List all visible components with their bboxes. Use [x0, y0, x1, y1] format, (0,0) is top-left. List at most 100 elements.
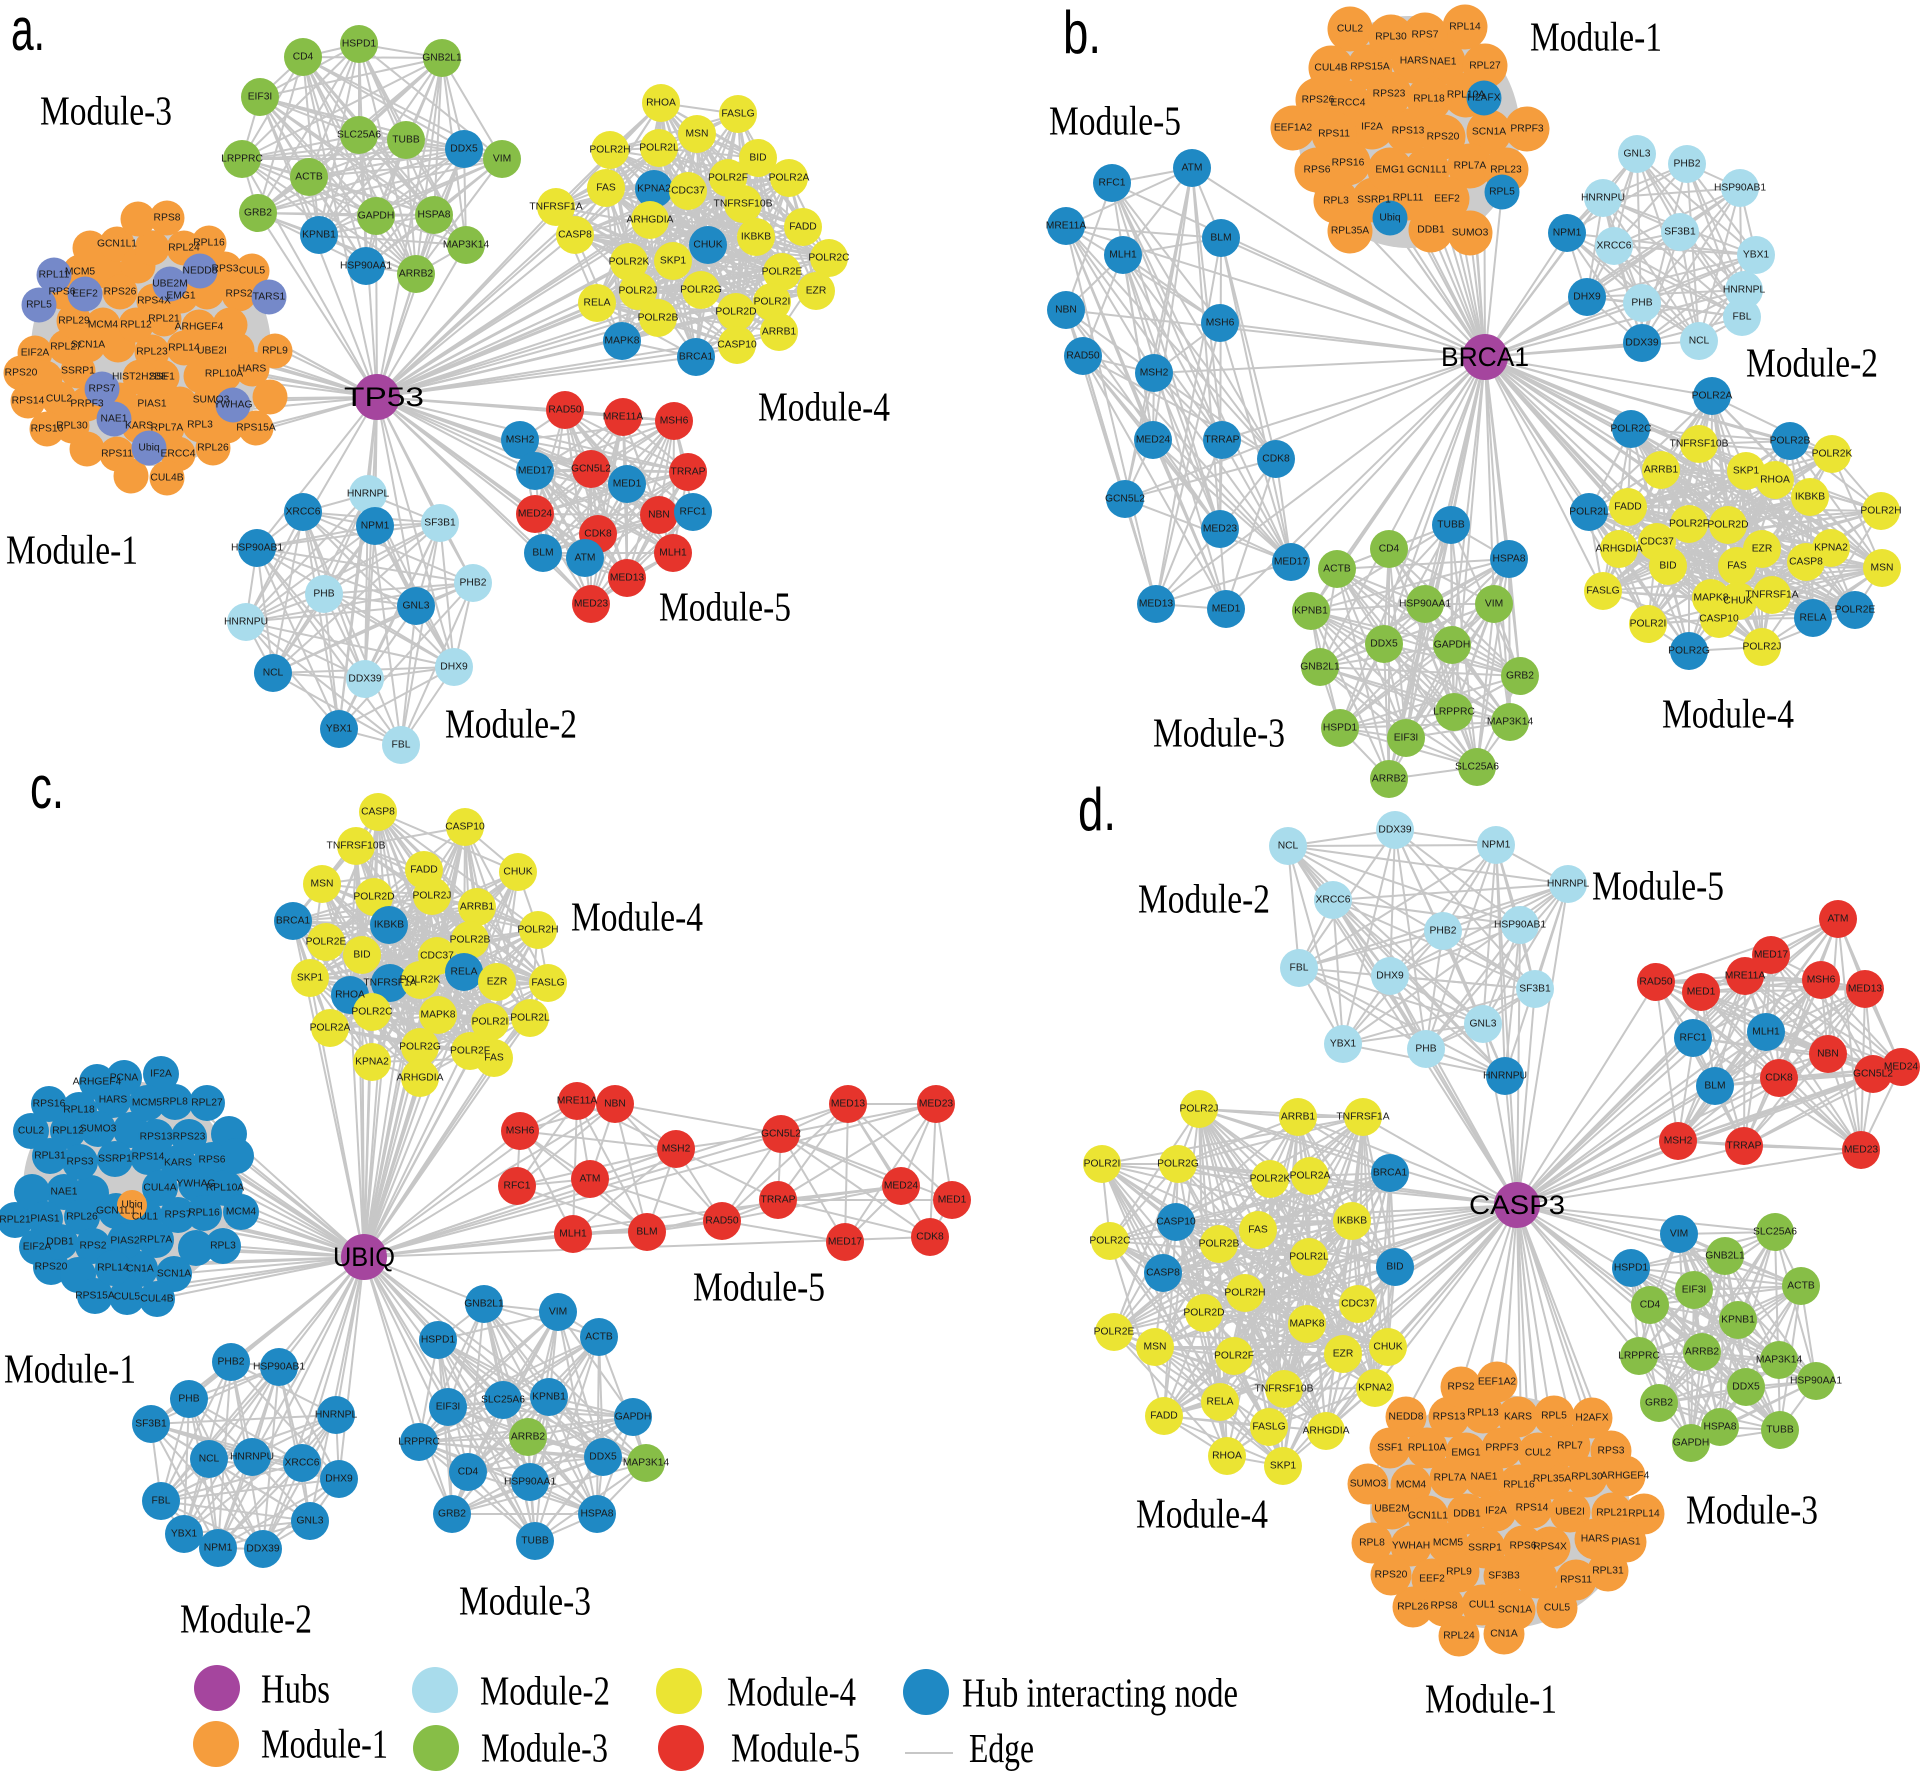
svg-text:EEF2: EEF2: [1419, 1574, 1445, 1585]
svg-text:POLR2J: POLR2J: [1180, 1104, 1219, 1115]
svg-text:HSP90AB1: HSP90AB1: [231, 543, 283, 554]
svg-text:Module-1: Module-1: [1530, 14, 1662, 60]
svg-text:POLR2K: POLR2K: [1812, 449, 1853, 460]
svg-text:Hubs: Hubs: [261, 1666, 330, 1712]
svg-text:GAPDH: GAPDH: [1673, 1438, 1710, 1449]
svg-text:SCN1A: SCN1A: [1498, 1605, 1532, 1616]
svg-text:RPS6: RPS6: [1304, 165, 1331, 176]
svg-text:SCN1A: SCN1A: [71, 340, 105, 351]
svg-text:Module-4: Module-4: [1136, 1491, 1268, 1537]
svg-text:RPS13: RPS13: [140, 1132, 173, 1143]
svg-text:POLR2L: POLR2L: [1289, 1252, 1329, 1263]
svg-text:KARS: KARS: [1504, 1412, 1532, 1423]
svg-text:MED17: MED17: [518, 466, 553, 477]
svg-text:HSPD1: HSPD1: [342, 39, 377, 50]
svg-text:POLR2I: POLR2I: [472, 1017, 509, 1028]
svg-text:Module-3: Module-3: [1153, 710, 1285, 756]
svg-text:SF3B1: SF3B1: [1664, 227, 1696, 238]
svg-text:RAD50: RAD50: [1066, 351, 1099, 362]
svg-text:CDK8: CDK8: [916, 1232, 944, 1243]
svg-text:POLR2A: POLR2A: [1692, 391, 1733, 402]
svg-text:POLR2D: POLR2D: [1707, 520, 1748, 531]
svg-text:HSPD1: HSPD1: [1614, 1263, 1649, 1274]
svg-text:RPS23: RPS23: [1373, 89, 1406, 100]
svg-text:RPS26: RPS26: [1302, 95, 1335, 106]
svg-text:RPL10A: RPL10A: [206, 1183, 244, 1194]
svg-text:RPL11: RPL11: [39, 270, 70, 281]
svg-text:YBX1: YBX1: [171, 1529, 198, 1540]
svg-text:CASP8: CASP8: [361, 807, 395, 818]
svg-text:CUL4A: CUL4A: [143, 1183, 176, 1194]
svg-text:HSP90AA1: HSP90AA1: [340, 261, 392, 272]
svg-text:UBIQ: UBIQ: [333, 1242, 395, 1272]
svg-text:SLC25A6: SLC25A6: [481, 1395, 525, 1406]
svg-text:SUMO3: SUMO3: [193, 395, 230, 406]
svg-text:POLR2L: POLR2L: [510, 1013, 550, 1024]
svg-text:KPNA2: KPNA2: [355, 1057, 389, 1068]
svg-text:POLR2C: POLR2C: [1610, 424, 1652, 435]
svg-text:b.: b.: [1063, 0, 1101, 66]
svg-text:RPL14: RPL14: [168, 343, 200, 354]
svg-text:FBL: FBL: [152, 1496, 171, 1507]
svg-text:RPS15A: RPS15A: [1350, 62, 1390, 73]
svg-text:TNFRSF10B: TNFRSF10B: [1255, 1384, 1314, 1395]
svg-text:ARRB1: ARRB1: [1644, 465, 1679, 476]
svg-text:MSH2: MSH2: [662, 1144, 691, 1155]
svg-text:CUL4B: CUL4B: [150, 473, 183, 484]
svg-text:BLM: BLM: [1704, 1081, 1725, 1092]
svg-text:GCN1L1: GCN1L1: [96, 1206, 136, 1217]
svg-text:HARS: HARS: [1581, 1534, 1610, 1545]
svg-text:POLR2G: POLR2G: [399, 1042, 441, 1053]
svg-text:RPL24: RPL24: [168, 243, 200, 254]
svg-text:RPL21: RPL21: [148, 314, 180, 325]
svg-text:d.: d.: [1078, 776, 1116, 843]
svg-text:CDK8: CDK8: [1262, 454, 1290, 465]
svg-text:KPNA2: KPNA2: [637, 184, 671, 195]
svg-text:TNFRSF1A: TNFRSF1A: [1336, 1112, 1389, 1123]
svg-text:RPL18: RPL18: [63, 1105, 95, 1116]
svg-text:Module-5: Module-5: [659, 584, 791, 630]
svg-text:CHUK: CHUK: [693, 240, 722, 251]
svg-text:RPL16: RPL16: [1503, 1480, 1535, 1491]
svg-text:TUBB: TUBB: [1437, 520, 1465, 531]
svg-text:UBE2I: UBE2I: [197, 346, 227, 357]
svg-text:TUBB: TUBB: [392, 135, 420, 146]
svg-text:CHUK: CHUK: [1373, 1342, 1402, 1353]
svg-text:PRPF3: PRPF3: [1510, 124, 1543, 135]
svg-text:GRB2: GRB2: [438, 1509, 466, 1520]
svg-text:FAS: FAS: [1248, 1225, 1268, 1236]
svg-text:HNRNPL: HNRNPL: [315, 1410, 358, 1421]
svg-text:c.: c.: [30, 754, 64, 821]
svg-text:DDX5: DDX5: [1732, 1382, 1760, 1393]
svg-text:EEF2: EEF2: [1434, 194, 1460, 205]
svg-text:IKBKB: IKBKB: [1795, 492, 1825, 503]
svg-text:RELA: RELA: [1800, 613, 1827, 624]
svg-text:RPL26: RPL26: [197, 443, 229, 454]
svg-text:TNFRSF10B: TNFRSF10B: [714, 199, 773, 210]
svg-text:NBN: NBN: [1817, 1049, 1839, 1060]
svg-text:ATM: ATM: [575, 553, 596, 564]
svg-text:POLR2J: POLR2J: [1743, 642, 1782, 653]
svg-text:YBX1: YBX1: [1330, 1039, 1357, 1050]
svg-text:PIAS1: PIAS1: [1611, 1537, 1640, 1548]
svg-text:MED13: MED13: [1139, 599, 1174, 610]
svg-text:RPS2: RPS2: [80, 1241, 107, 1252]
svg-text:UBE2I: UBE2I: [1555, 1507, 1585, 1518]
svg-text:MED13: MED13: [1848, 984, 1883, 995]
svg-text:SKP1: SKP1: [1270, 1461, 1297, 1472]
svg-text:MCM5: MCM5: [1433, 1538, 1464, 1549]
svg-text:POLR2H: POLR2H: [589, 145, 630, 156]
svg-text:POLR2G: POLR2G: [680, 285, 722, 296]
svg-text:RPL9: RPL9: [1446, 1567, 1472, 1578]
svg-text:MED17: MED17: [1754, 950, 1789, 961]
svg-text:ARHGDIA: ARHGDIA: [397, 1073, 444, 1084]
svg-text:CASP8: CASP8: [1146, 1268, 1180, 1279]
svg-text:RPL9: RPL9: [262, 346, 288, 357]
svg-text:TNFRSF1A: TNFRSF1A: [1745, 590, 1798, 601]
svg-text:MLH1: MLH1: [559, 1229, 587, 1240]
svg-text:FADD: FADD: [1150, 1411, 1177, 1422]
svg-text:IKBKB: IKBKB: [741, 232, 771, 243]
svg-text:MED24: MED24: [1884, 1062, 1919, 1073]
svg-text:CUL2: CUL2: [1337, 24, 1364, 35]
svg-text:CASP10: CASP10: [1156, 1217, 1196, 1228]
